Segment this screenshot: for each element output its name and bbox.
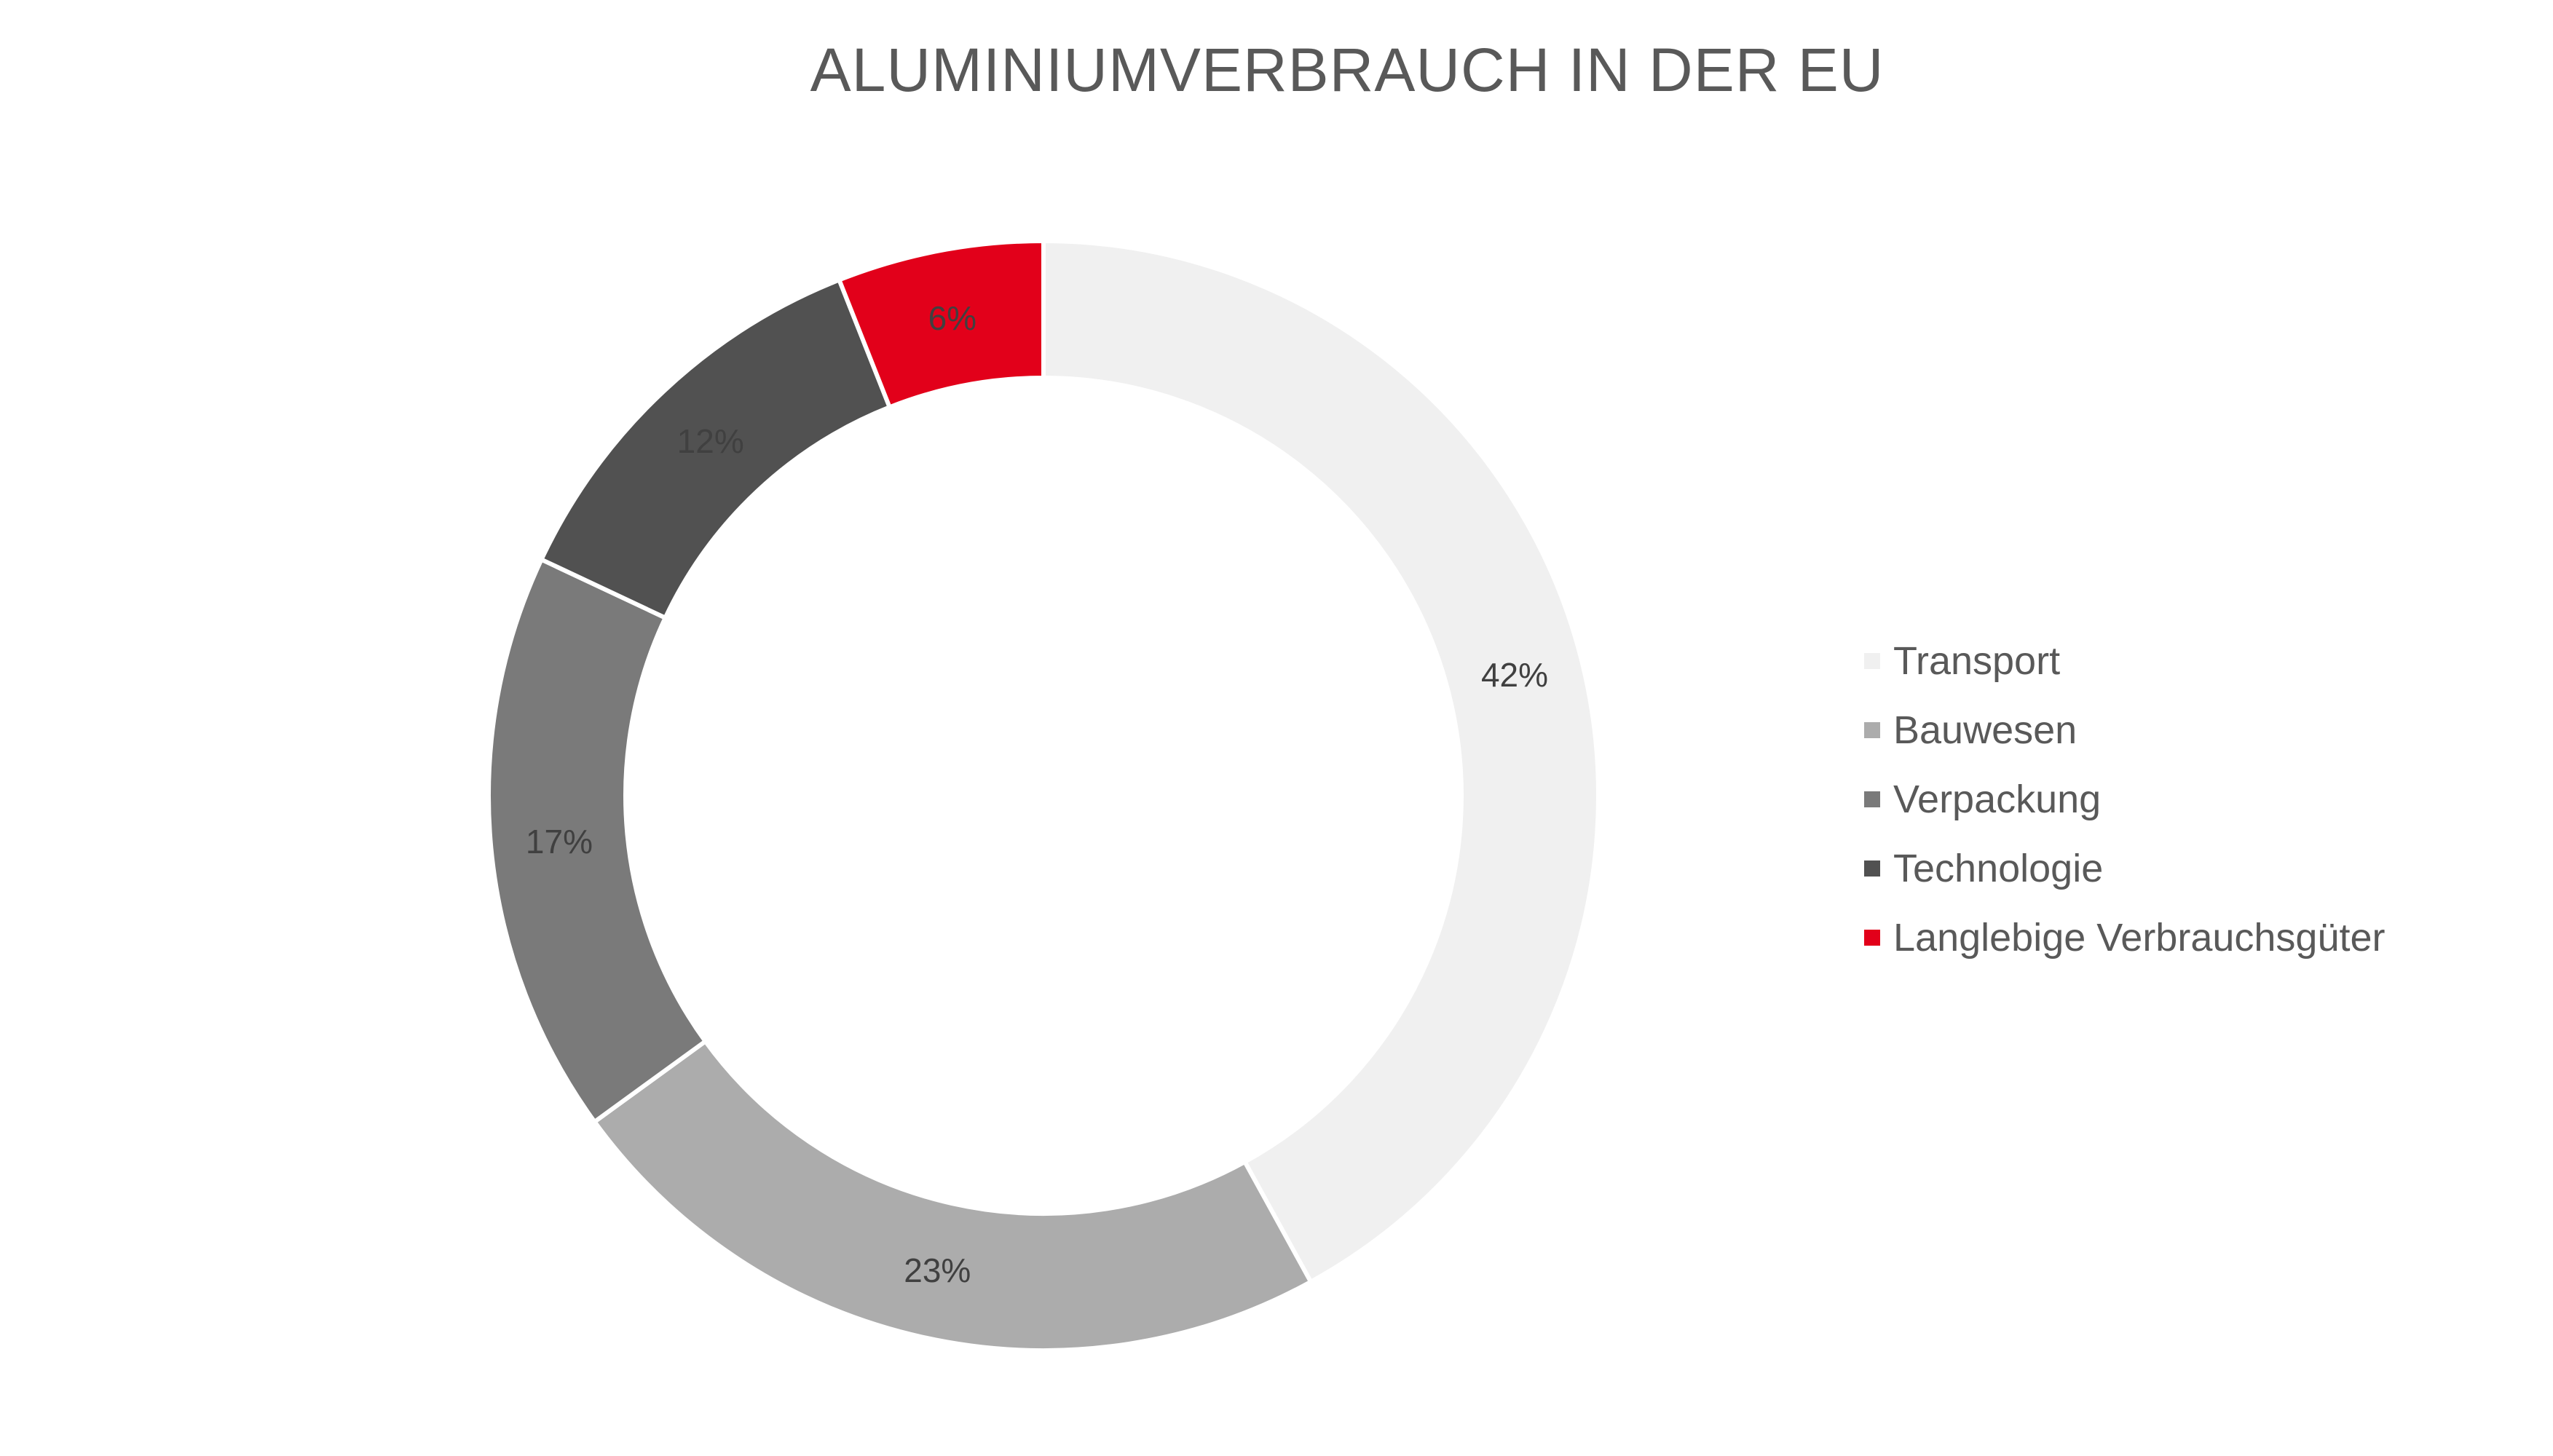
legend-item-bauwesen[interactable]: Bauwesen [1864,695,2386,764]
slice-label-verpackung: 17% [526,823,593,860]
legend-swatch-langlebige-verbrauchsgueter [1864,929,1880,946]
legend-swatch-bauwesen [1864,721,1880,738]
legend-label-bauwesen: Bauwesen [1893,708,2077,752]
donut-slice-transport[interactable] [1041,238,1601,1285]
legend-swatch-technologie [1864,860,1880,877]
legend-label-verpackung: Verpackung [1893,777,2102,821]
slice-label-bauwesen: 23% [904,1251,971,1289]
legend: Transport Bauwesen Verpackung Technologi… [1864,626,2386,972]
donut-slice-labels: 42% 23% 17% 12% 6% [526,299,1548,1289]
legend-label-technologie: Technologie [1893,846,2104,890]
donut-slice-langlebige-verbrauchsgueter[interactable] [836,238,1046,411]
donut-slices [486,238,1601,1353]
legend-label-transport: Transport [1893,638,2061,683]
legend-item-technologie[interactable]: Technologie [1864,834,2386,903]
slice-label-technologie: 12% [677,422,744,460]
legend-swatch-transport [1864,652,1880,669]
legend-item-verpackung[interactable]: Verpackung [1864,764,2386,834]
slice-label-transport: 42% [1481,656,1548,694]
legend-label-langlebige-verbrauchsgueter: Langlebige Verbrauchsgüter [1893,915,2386,960]
chart-title: ALUMINIUMVERBRAUCH IN DER EU [810,36,1885,104]
donut-slice-bauwesen[interactable] [591,1038,1314,1353]
donut-slice-verpackung[interactable] [486,556,709,1125]
slice-label-langlebige-verbrauchsgueter: 6% [928,299,976,337]
legend-swatch-verpackung [1864,791,1880,807]
legend-item-transport[interactable]: Transport [1864,626,2386,695]
legend-item-langlebige-verbrauchsgueter[interactable]: Langlebige Verbrauchsgüter [1864,903,2386,972]
